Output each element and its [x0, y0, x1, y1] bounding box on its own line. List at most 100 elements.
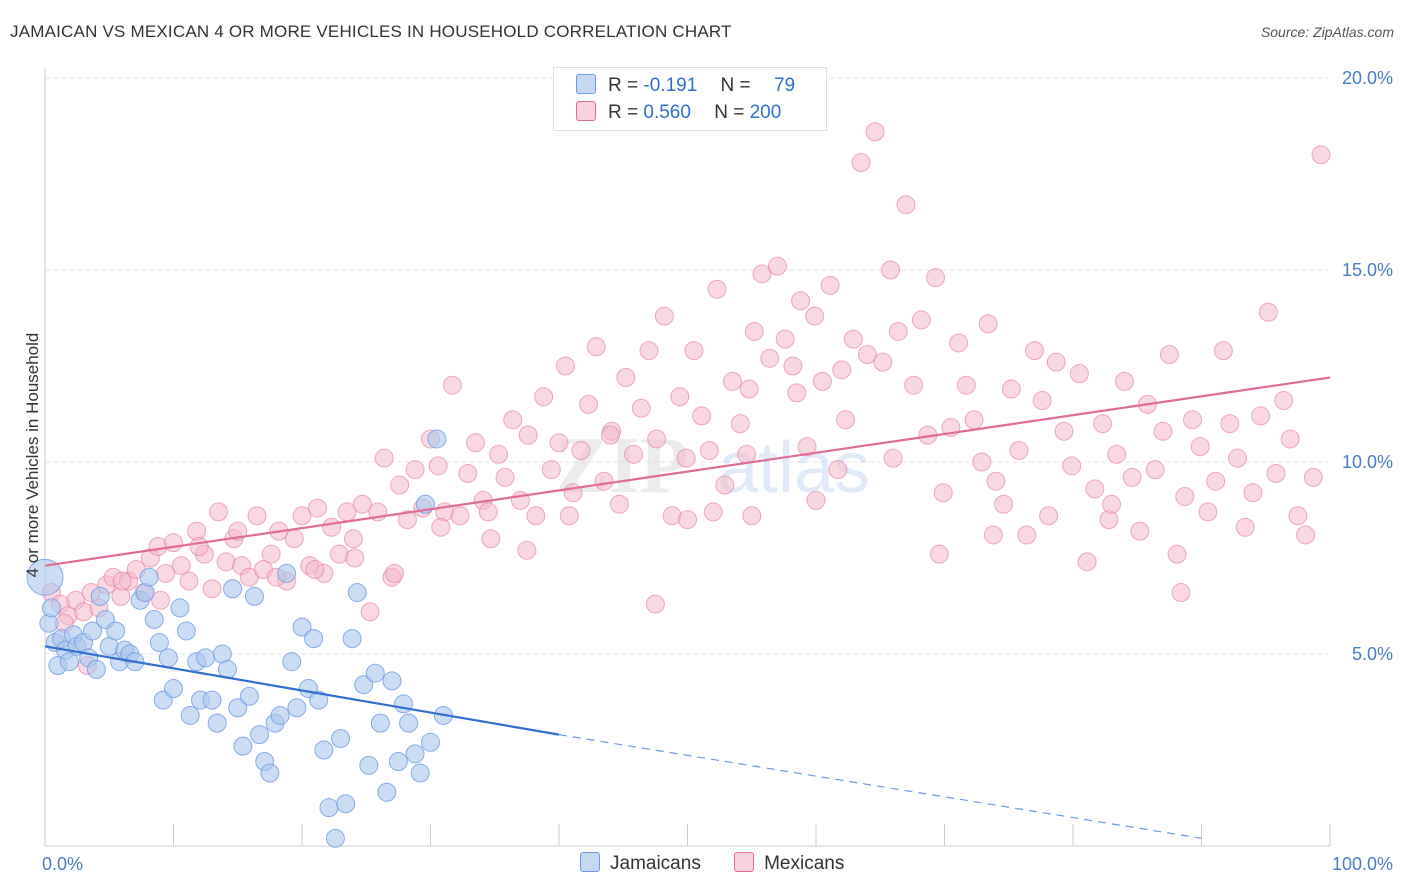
mexican-point-124: [978, 314, 998, 334]
jamaican-point-74: [410, 763, 430, 783]
jamaican-point-67: [370, 713, 390, 733]
mexican-point-89: [715, 475, 735, 495]
mexican-point-153: [1198, 502, 1218, 522]
mexican-point-146: [1145, 460, 1165, 480]
jamaican-point-56: [309, 690, 329, 710]
jamaican-point-12: [83, 621, 103, 641]
jamaican-point-28: [158, 648, 178, 668]
mexican-point-16: [164, 533, 183, 553]
jamaican-point-14: [90, 586, 110, 606]
jamaican-point-13: [86, 659, 106, 679]
jamaican-point-60: [331, 728, 351, 748]
mexican-point-131: [1032, 391, 1052, 411]
mexican-point-93: [744, 321, 764, 341]
jamaican-point-32: [180, 705, 200, 725]
bottom-legend: Jamaicans Mexicans: [580, 852, 872, 875]
mexican-point-84: [676, 448, 696, 468]
mexican-point-167: [1303, 467, 1323, 487]
mexican-point-87: [699, 440, 719, 460]
jamaican-point-45: [250, 725, 270, 745]
mexican-point-177: [478, 502, 498, 522]
mexican-point-90: [722, 371, 742, 391]
mexican-point-172: [806, 490, 826, 510]
mexican-point-70: [571, 440, 591, 460]
jamaican-point-42: [233, 736, 253, 756]
jamaican-point-68: [377, 782, 397, 802]
mexican-point-29: [261, 544, 281, 564]
jamaican-point-66: [365, 663, 385, 683]
y-tick-label-1: 10.0%: [1342, 452, 1393, 472]
mexican-point-44: [374, 448, 394, 468]
jamaican-point-61: [336, 794, 356, 814]
mexican-point-105: [836, 410, 856, 430]
mexican-point-118: [933, 483, 953, 503]
mexican-point-76: [616, 368, 636, 388]
mexican-point-88: [707, 279, 727, 299]
y-tick-label-2: 15.0%: [1342, 260, 1393, 280]
mexican-point-178: [431, 517, 451, 537]
mexican-point-111: [881, 260, 901, 280]
mexican-point-51: [428, 456, 448, 476]
mexican-point-155: [1213, 341, 1233, 361]
mexican-point-92: [737, 444, 757, 464]
mexican-point-152: [1190, 437, 1210, 457]
mexican-point-139: [1093, 414, 1113, 434]
mexican-point-40: [345, 548, 365, 568]
mexican-point-80: [647, 429, 667, 449]
mexican-point-144: [1130, 521, 1150, 541]
mexican-point-114: [904, 375, 924, 395]
mexican-point-127: [1001, 379, 1021, 399]
mexican-point-176: [517, 540, 537, 560]
bottom-swatch-jamaicans: [580, 852, 600, 872]
mexican-point-99: [791, 291, 811, 311]
y-axis-label: 4 or more Vehicles in Household: [23, 333, 42, 578]
mexican-point-22: [208, 502, 228, 522]
mexican-point-190: [1102, 494, 1122, 514]
mexican-point-115: [911, 310, 931, 330]
mexican-point-86: [692, 406, 712, 426]
mexican-point-166: [1296, 525, 1316, 545]
jamaican-point-31: [176, 621, 196, 641]
mexican-point-191: [983, 525, 1003, 545]
mexican-point-46: [390, 475, 410, 495]
legend: R = -0.191 N = 79 R = 0.560 N = 200: [553, 67, 827, 131]
mexican-point-35: [307, 498, 327, 518]
mexican-point-151: [1183, 410, 1203, 430]
mexican-point-165: [1288, 506, 1308, 526]
mexican-point-150: [1175, 487, 1195, 507]
mexican-point-122: [964, 410, 984, 430]
bottom-legend-label-jamaicans: Jamaicans: [610, 853, 701, 874]
mexican-point-143: [1122, 467, 1142, 487]
trend-line-jamaicans: [44, 645, 560, 736]
mexican-point-183: [228, 521, 248, 541]
chart-title: JAMAICAN VS MEXICAN 4 OR MORE VEHICLES I…: [10, 22, 732, 41]
jamaican-point-50: [277, 563, 297, 583]
mexican-point-48: [405, 460, 425, 480]
mexican-point-126: [994, 494, 1014, 514]
bottom-legend-jamaicans: Jamaicans: [580, 852, 701, 875]
jamaican-point-41: [228, 698, 248, 718]
jamaican-point-71: [394, 694, 414, 714]
jamaican-point-51: [282, 652, 302, 672]
mexican-point-121: [956, 375, 976, 395]
series-jamaicans: [26, 429, 453, 848]
mexican-point-100: [797, 437, 817, 457]
jamaican-point-55: [304, 629, 324, 649]
jamaican-point-58: [319, 798, 339, 818]
mexican-point-17: [171, 556, 191, 576]
mexican-point-138: [1085, 479, 1105, 499]
watermark-atlas: atlas: [718, 428, 870, 508]
mexican-point-83: [670, 387, 690, 407]
mexican-point-192: [929, 544, 949, 564]
bottom-legend-mexicans: Mexicans: [734, 852, 844, 875]
mexican-point-110: [873, 352, 893, 372]
jamaican-point-65: [359, 755, 379, 775]
mexican-point-196: [739, 379, 759, 399]
mexican-point-101: [805, 306, 825, 326]
mexican-point-56: [465, 433, 485, 453]
source-label: Source: ZipAtlas.com: [1260, 24, 1394, 40]
mexican-point-169: [645, 594, 665, 614]
mexican-point-157: [1227, 448, 1247, 468]
mexican-point-134: [1054, 421, 1074, 441]
jamaican-point-30: [170, 598, 190, 618]
